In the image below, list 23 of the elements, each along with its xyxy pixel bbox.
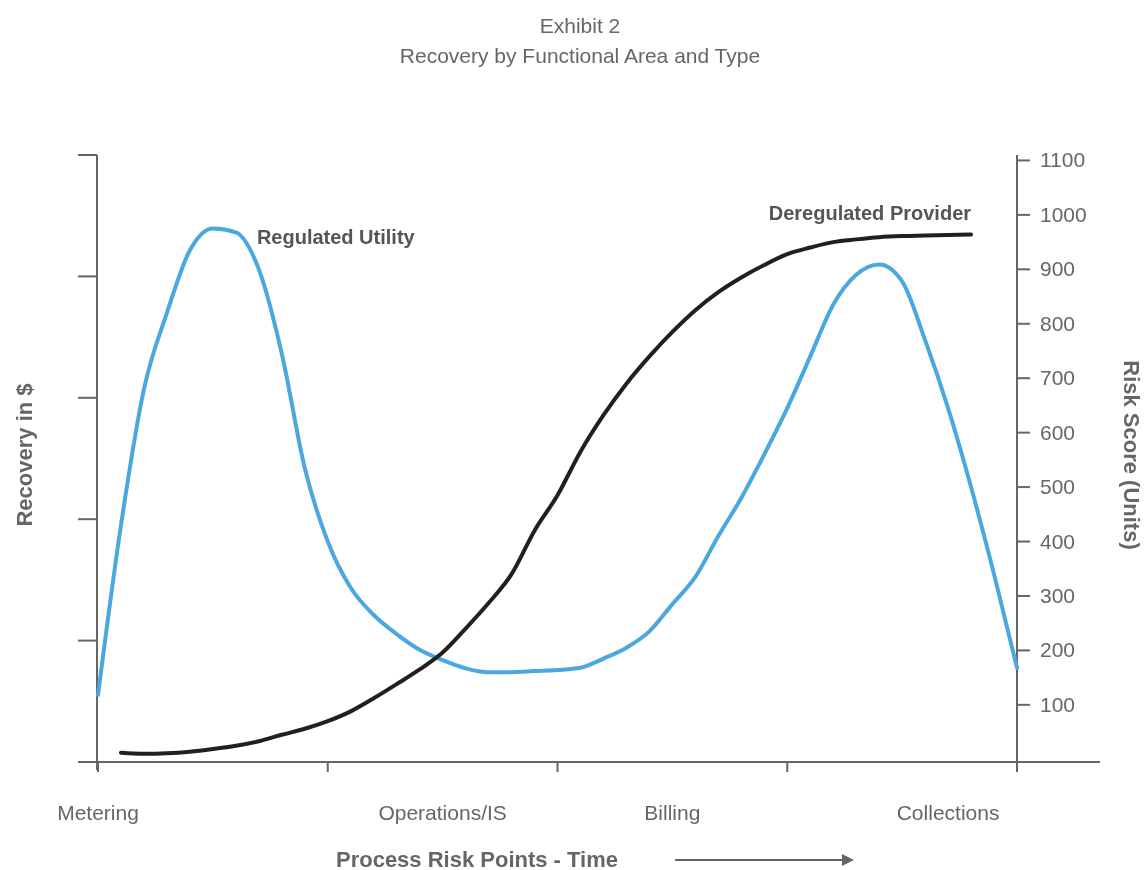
x-tick-label: Metering <box>57 801 139 824</box>
x-tick-label: Billing <box>644 801 701 824</box>
x-tick-label: Collections <box>896 801 1000 824</box>
y2-tick-label: 500 <box>1040 475 1076 499</box>
y2-tick-label: 1000 <box>1040 202 1087 226</box>
y2-tick-label: 600 <box>1040 420 1076 444</box>
series-label: Regulated Utility <box>256 226 416 249</box>
y2-tick-label: 800 <box>1040 311 1076 335</box>
y2-tick-label: 1100 <box>1040 148 1086 172</box>
y2-tick-label: 300 <box>1040 583 1076 607</box>
line-series <box>96 226 1019 698</box>
y2-tick-label: 200 <box>1040 638 1076 662</box>
chart-subtitle: Recovery by Functional Area and Type <box>399 44 761 67</box>
y2-tick-label: 700 <box>1040 366 1076 390</box>
y2-axis-title: Risk Score (Units) <box>1119 360 1144 550</box>
chart-title: Exhibit 2 <box>539 14 621 37</box>
y-axis-title: Recovery in $ <box>12 383 37 527</box>
y2-tick-label: 400 <box>1040 529 1076 553</box>
series-label: Deregulated Provider <box>768 202 972 225</box>
x-tick-label: Operations/IS <box>378 801 507 824</box>
y2-tick-label: 100 <box>1040 692 1076 716</box>
y2-tick-label: 900 <box>1040 257 1076 281</box>
x-axis-title: Process Risk Points - Time <box>335 847 619 870</box>
